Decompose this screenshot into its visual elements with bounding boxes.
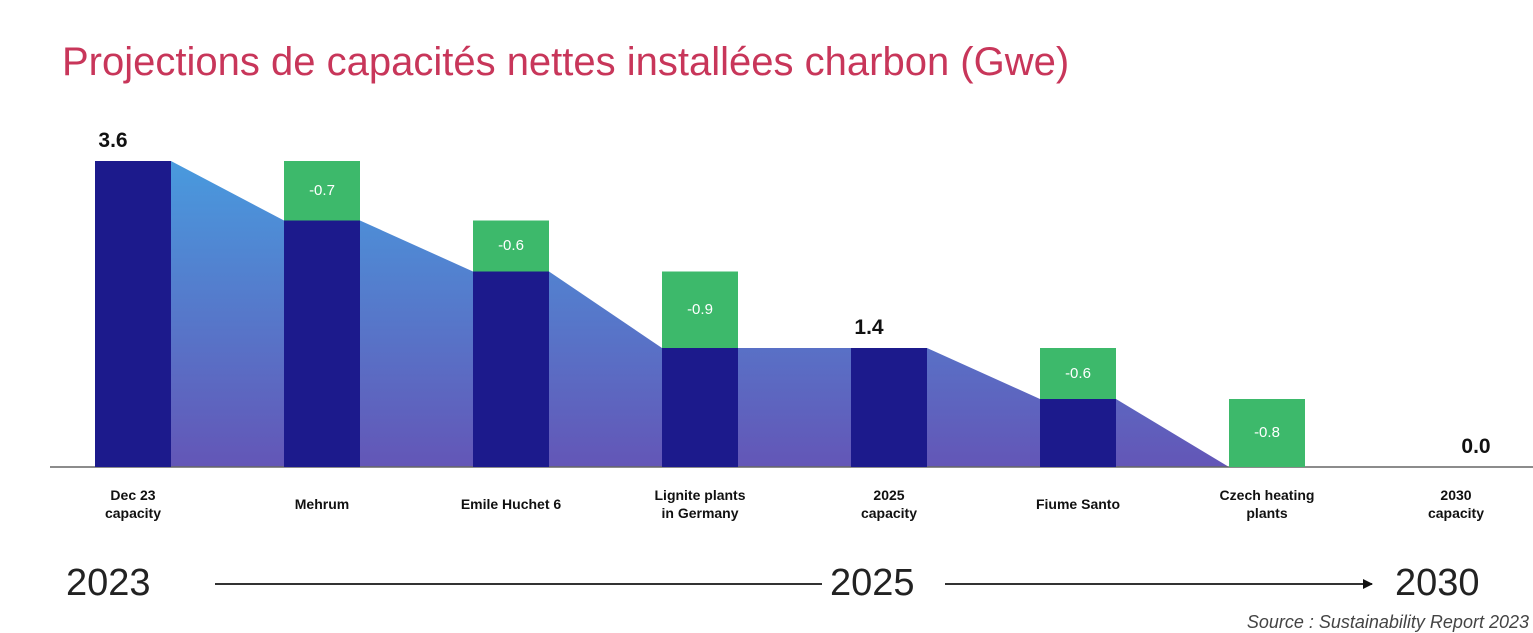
x-tick-label: Czech heating plants xyxy=(1219,487,1315,521)
value-label: -0.7 xyxy=(309,181,335,199)
x-tick-label: Lignite plants in Germany xyxy=(654,487,746,521)
chart-title: Projections de capacités nettes installé… xyxy=(62,40,1070,84)
delta-bar xyxy=(284,161,360,221)
total-bar xyxy=(95,161,171,467)
timeline-label: 2030 xyxy=(1395,562,1480,604)
value-label: -0.9 xyxy=(687,300,713,318)
total-bar xyxy=(851,348,927,467)
x-tick-label: 2030 capacity xyxy=(1427,487,1485,521)
value-label: -0.8 xyxy=(1254,424,1280,441)
remaining-bar xyxy=(284,220,360,467)
timeline-label: 2023 xyxy=(66,562,151,604)
source-note: Source : Sustainability Report 2023 xyxy=(1246,612,1529,632)
delta-bar xyxy=(662,271,738,348)
x-tick-label: Fiume Santo xyxy=(1035,496,1120,512)
x-tick-label: Dec 23 capacity xyxy=(104,487,162,521)
x-tick-label: 2025 capacity xyxy=(860,487,918,521)
value-label: -0.6 xyxy=(1065,364,1091,382)
value-label: -0.6 xyxy=(498,237,524,254)
delta-bar xyxy=(1040,348,1116,399)
trend-area xyxy=(95,161,1494,467)
remaining-bar xyxy=(473,271,549,467)
x-tick-label: Mehrum xyxy=(294,496,350,512)
timeline-label: 2025 xyxy=(830,562,915,604)
value-label: 1.4 xyxy=(854,316,884,339)
delta-bar xyxy=(473,220,549,272)
delta-bar xyxy=(1229,399,1305,467)
x-tick-label: Emile Huchet 6 xyxy=(460,496,562,512)
remaining-bar xyxy=(1040,399,1116,467)
value-label: 3.6 xyxy=(98,129,128,152)
value-label: 0.0 xyxy=(1461,435,1491,458)
remaining-bar xyxy=(662,348,738,467)
